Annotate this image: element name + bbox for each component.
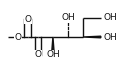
Text: O: O bbox=[14, 32, 21, 42]
Text: OH: OH bbox=[61, 13, 75, 22]
Text: OH: OH bbox=[103, 13, 117, 22]
Text: OH: OH bbox=[103, 32, 117, 42]
Polygon shape bbox=[83, 36, 101, 38]
Text: O: O bbox=[34, 50, 41, 59]
Text: O: O bbox=[24, 15, 31, 24]
Text: OH: OH bbox=[46, 50, 60, 59]
Polygon shape bbox=[52, 37, 54, 55]
